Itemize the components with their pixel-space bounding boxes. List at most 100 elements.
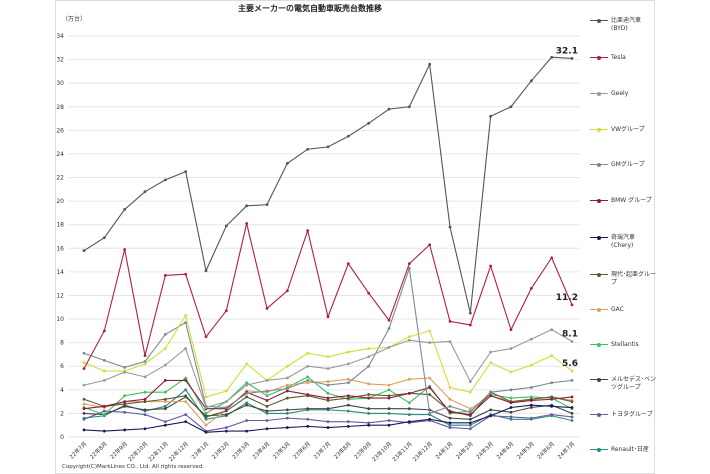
chart-title: 主要メーカーの電気自動車販売台数推移	[238, 4, 382, 13]
data-point	[102, 329, 106, 333]
data-point	[346, 420, 350, 424]
data-point	[367, 382, 371, 386]
data-point	[367, 364, 371, 368]
data-point	[387, 394, 391, 398]
x-tick-label: 23年6月	[291, 440, 312, 461]
data-point	[102, 413, 106, 416]
data-point	[204, 269, 208, 273]
data-point	[468, 417, 472, 421]
x-tick-label: 22年8月	[88, 440, 109, 461]
data-point	[468, 427, 472, 431]
data-point	[407, 266, 411, 270]
x-tick-label: 22年10月	[126, 440, 149, 463]
data-point	[224, 409, 228, 413]
data-point	[346, 134, 350, 138]
data-point	[550, 381, 554, 385]
data-point	[102, 358, 106, 362]
data-point	[184, 321, 188, 324]
legend-label: 奇瑞汽車 (Chery)	[611, 234, 636, 249]
data-point	[265, 307, 269, 310]
data-point	[570, 406, 574, 409]
data-point	[245, 401, 249, 405]
x-tick-label: 24年7月	[556, 440, 577, 461]
data-point	[245, 391, 249, 395]
legend-swatch	[590, 234, 608, 240]
data-point	[509, 406, 513, 409]
data-point	[143, 413, 147, 416]
data-point	[468, 407, 472, 411]
data-point	[346, 362, 350, 366]
data-point	[489, 114, 493, 118]
data-point	[184, 378, 188, 382]
data-point	[82, 402, 86, 406]
x-tick-label: 23年1月	[190, 440, 211, 461]
data-point	[123, 402, 127, 406]
data-point	[82, 407, 86, 411]
y-tick-label: 4	[60, 387, 64, 394]
data-point	[550, 395, 554, 399]
data-point	[184, 394, 188, 398]
data-point	[265, 412, 269, 415]
data-point	[204, 412, 208, 415]
data-point	[407, 420, 411, 424]
data-point	[306, 424, 310, 428]
data-point	[163, 423, 167, 427]
data-point	[550, 404, 554, 408]
end-value-label: 32.1	[556, 46, 578, 56]
data-point	[245, 429, 249, 433]
data-point	[550, 328, 554, 332]
legend-item: GMグループ	[590, 161, 659, 169]
data-point	[509, 417, 513, 421]
data-point	[529, 337, 533, 341]
data-point	[570, 419, 574, 422]
end-value-label: 8.1	[562, 329, 578, 339]
y-tick-label: 6	[60, 363, 64, 370]
legend-label: GAC	[611, 306, 624, 313]
data-point	[265, 399, 269, 402]
data-point	[529, 286, 533, 290]
x-tick-label: 23年10月	[370, 440, 393, 463]
legend-label: メルセデス･ベンツグループ	[611, 376, 657, 391]
data-point	[448, 410, 452, 414]
data-point	[204, 417, 208, 421]
data-point	[346, 409, 350, 413]
data-point	[285, 161, 289, 165]
data-point	[367, 291, 371, 295]
data-point	[326, 399, 330, 402]
data-point	[82, 412, 86, 415]
data-point	[367, 396, 371, 400]
data-point	[346, 403, 350, 407]
data-point	[387, 423, 391, 427]
x-tick-label: 24年1月	[434, 440, 455, 461]
y-tick-label: 18	[56, 222, 64, 229]
data-point	[448, 421, 452, 425]
data-point	[245, 222, 249, 225]
data-point	[102, 429, 106, 433]
data-point	[204, 423, 208, 427]
data-point	[550, 354, 554, 358]
data-point	[306, 229, 310, 233]
data-point	[448, 416, 452, 420]
data-point	[468, 423, 472, 427]
data-point	[163, 420, 167, 424]
data-point	[326, 145, 330, 149]
data-point	[407, 401, 411, 405]
data-point	[163, 407, 167, 411]
data-point	[102, 369, 106, 373]
legend-item: Stellantis	[590, 341, 659, 349]
series-line	[83, 223, 573, 369]
data-point	[387, 419, 391, 422]
data-point	[367, 412, 371, 415]
data-point	[285, 416, 289, 420]
data-point	[529, 386, 533, 389]
data-point	[245, 403, 249, 407]
data-point	[306, 381, 310, 385]
legend-swatch	[590, 90, 608, 96]
y-tick-label: 32	[56, 57, 64, 64]
data-point	[550, 55, 554, 59]
data-point	[163, 378, 167, 382]
data-point	[468, 311, 472, 315]
data-point	[184, 376, 188, 380]
data-point	[123, 366, 127, 369]
data-point	[346, 377, 350, 381]
